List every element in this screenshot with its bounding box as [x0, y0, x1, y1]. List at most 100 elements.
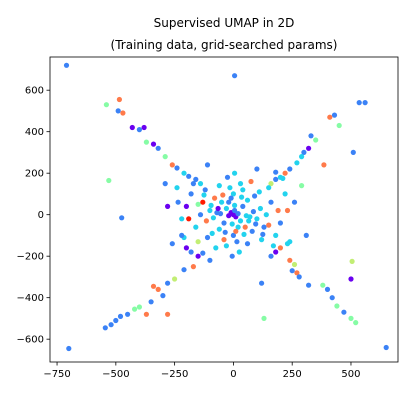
scatter-point-65 — [268, 181, 274, 187]
scatter-point-113 — [249, 228, 255, 234]
scatter-point-117 — [254, 216, 260, 222]
scatter-point-3 — [103, 102, 109, 108]
scatter-point-55 — [308, 133, 314, 139]
scatter-point-50 — [331, 112, 338, 118]
scatter-point-59 — [299, 154, 305, 160]
scatter-point-25 — [179, 216, 185, 222]
scatter-point-141 — [261, 224, 267, 230]
x-tick-label: −250 — [161, 369, 188, 380]
scatter-point-168 — [186, 216, 192, 222]
scatter-point-121 — [259, 237, 265, 243]
scatter-point-160 — [190, 181, 196, 187]
scatter-point-82 — [320, 282, 326, 288]
scatter-point-125 — [234, 239, 240, 245]
scatter-point-147 — [253, 221, 259, 227]
scatter-point-112 — [212, 195, 218, 201]
scatter-point-101 — [235, 211, 241, 217]
scatter-point-134 — [188, 191, 194, 197]
scatter-point-135 — [273, 232, 279, 238]
scatter-point-58 — [301, 149, 307, 155]
scatter-point-79 — [294, 270, 300, 276]
scatter-point-53 — [350, 149, 356, 155]
scatter-point-61 — [287, 166, 293, 172]
scatter-point-39 — [160, 293, 166, 299]
scatter-point-103 — [237, 218, 244, 224]
scatter-point-100 — [226, 213, 232, 219]
x-tick-label: −500 — [102, 369, 129, 380]
scatter-point-162 — [179, 232, 185, 238]
scatter-point-129 — [266, 222, 272, 228]
points-layer — [63, 62, 389, 352]
scatter-point-139 — [248, 178, 254, 185]
scatter-point-182 — [221, 237, 227, 243]
x-tick-label: 500 — [341, 369, 360, 380]
scatter-point-73 — [277, 245, 283, 251]
scatter-point-183 — [240, 187, 246, 193]
scatter-point-10 — [143, 139, 149, 145]
scatter-point-151 — [268, 199, 274, 205]
scatter-point-149 — [239, 194, 245, 200]
scatter-point-69 — [291, 199, 298, 205]
scatter-point-51 — [327, 114, 333, 120]
scatter-point-71 — [303, 232, 309, 238]
scatter-point-114 — [209, 230, 215, 236]
scatter-point-138 — [213, 245, 219, 251]
scatter-point-75 — [268, 253, 274, 259]
scatter-point-86 — [341, 309, 347, 315]
scatter-point-148 — [222, 229, 228, 235]
scatter-point-70 — [284, 207, 291, 214]
scatter-point-52 — [336, 122, 342, 129]
scatter-point-2 — [356, 100, 362, 106]
scatter-point-155 — [243, 213, 249, 219]
scatter-point-123 — [230, 232, 236, 238]
scatter-point-122 — [230, 191, 236, 197]
scatter-point-164 — [207, 257, 213, 263]
scatter-point-22 — [162, 181, 168, 187]
scatter-point-163 — [282, 191, 288, 197]
scatter-point-78 — [289, 268, 295, 274]
scatter-point-93 — [204, 162, 211, 168]
scatter-point-7 — [129, 124, 135, 131]
scatter-point-145 — [241, 231, 247, 237]
scatter-point-12 — [155, 145, 161, 151]
scatter-point-34 — [172, 276, 178, 282]
scatter-point-158 — [224, 174, 231, 180]
scatter-point-27 — [169, 241, 175, 247]
scatter-point-126 — [197, 212, 204, 218]
scatter-point-171 — [232, 170, 238, 176]
scatter-point-15 — [174, 165, 180, 171]
scatter-point-175 — [250, 209, 256, 215]
scatter-point-159 — [236, 249, 242, 255]
scatter-point-41 — [136, 304, 142, 310]
scatter-point-161 — [270, 243, 276, 249]
chart-title-line1: Supervised UMAP in 2D — [154, 16, 295, 30]
scatter-point-20 — [106, 177, 112, 184]
scatter-point-167 — [287, 239, 293, 245]
scatter-point-31 — [200, 250, 206, 256]
y-tick-label: −200 — [17, 252, 44, 263]
scatter-point-170 — [229, 253, 235, 259]
chart-title-line2: (Training data, grid-searched params) — [111, 38, 338, 52]
y-tick-label: 400 — [25, 127, 44, 138]
scatter-point-4 — [116, 96, 122, 103]
scatter-point-16 — [181, 170, 187, 176]
scatter-point-137 — [277, 220, 283, 226]
scatter-point-108 — [216, 226, 222, 232]
scatter-point-67 — [280, 175, 286, 181]
scatter-point-128 — [195, 201, 201, 207]
scatter-point-127 — [263, 212, 269, 218]
scatter-point-19 — [197, 181, 204, 187]
scatter-point-143 — [235, 224, 241, 230]
y-tick-label: 200 — [25, 169, 44, 180]
scatter-point-107 — [242, 224, 248, 230]
scatter-point-166 — [174, 185, 180, 191]
y-tick-label: −400 — [17, 293, 44, 304]
scatter-point-62 — [282, 170, 288, 176]
scatter-point-64 — [273, 176, 279, 182]
scatter-point-106 — [219, 199, 225, 205]
scatter-point-33 — [181, 267, 187, 273]
scatter-point-40 — [148, 299, 154, 305]
scatter-point-176 — [195, 239, 201, 245]
scatter-point-165 — [254, 166, 260, 172]
